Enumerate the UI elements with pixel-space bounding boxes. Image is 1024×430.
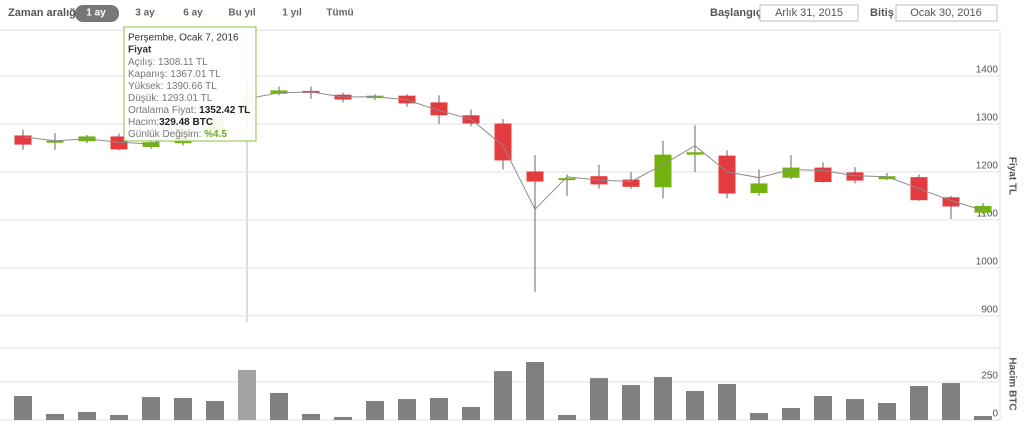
tooltip-label: Yüksek: [128,81,164,92]
volume-bar [910,385,928,420]
volume-bar [398,399,416,420]
tooltip-row: Hacim:329.48 BTC [128,117,213,128]
volume-bar [494,371,512,420]
candle-body [718,155,736,194]
tooltip-value: 1308.11 TL [158,57,208,68]
candle-body [942,197,960,207]
range-button-bg[interactable] [75,5,119,22]
tooltip-row: Açılış: 1308.11 TL [128,57,208,68]
y-tick-label: 1200 [976,161,999,172]
y-tick-label: 250 [981,371,998,382]
tooltip-value: 329.48 BTC [159,117,213,128]
volume-bar [366,401,384,420]
tooltip-label: Ortalama Fiyat: [128,105,196,116]
range-button[interactable]: Tümü [326,8,353,19]
candle-body [430,102,448,116]
volume-bar [814,396,832,420]
y-axis-title: Hacim BTC [1006,357,1017,410]
y-tick-label: 1400 [976,65,999,76]
candle-body [782,167,800,178]
candle-body [622,179,640,187]
y-tick-label: 0 [992,409,998,420]
start-value[interactable]: Arlık 31, 2015 [775,7,843,19]
tooltip-value: 1367.01 TL [170,69,221,80]
tooltip-row: Düşük: 1293.01 TL [128,93,213,104]
volume-bar [942,383,960,420]
start-input[interactable] [759,4,859,22]
tooltip-row: Kapanış: 1367.01 TL [128,69,221,80]
candle-body [526,171,544,182]
tooltip-value: %4.5 [204,129,227,140]
start-label: Başlangıç [710,7,762,19]
volume-bar [174,397,192,420]
volume-bar [782,408,800,420]
candle-body [686,152,704,155]
tooltip-label: Günlük Değişim: [128,129,201,140]
y-tick-label: 900 [981,304,998,315]
volume-bar [78,411,96,420]
candle-body [974,205,992,213]
tooltip-row: Ortalama Fiyat: 1352.42 TL [128,105,250,116]
tooltip-value: 1352.42 TL [199,105,250,116]
volume-bar [686,390,704,420]
tooltip-label: Düşük: [128,93,159,104]
y-tick-label: 1100 [976,209,998,220]
candle-body [46,140,64,143]
tooltip-row: Günlük Değişim: %4.5 [128,129,227,140]
candle-body [654,154,672,188]
end-value[interactable]: Ocak 30, 2016 [910,7,982,19]
volume-bar [654,377,672,420]
volume-bar [750,413,768,420]
tooltip-label: Hacim: [128,117,159,128]
tooltip-heading: Fiyat [128,45,152,56]
range-button[interactable]: 3 ay [135,8,155,19]
tooltip-row: Yüksek: 1390.66 TL [128,81,217,92]
volume-bar [14,396,32,420]
volume-bar [718,384,736,420]
range-button[interactable]: 6 ay [183,8,203,19]
candle-body [14,135,32,145]
volume-bar [302,413,320,420]
volume-bar [110,414,128,420]
volume-bar [878,402,896,420]
range-button[interactable]: Bu yıl [228,8,255,19]
y-tick-label: 1000 [976,256,999,267]
range-button[interactable]: 1 yıl [282,8,302,19]
volume-bar [142,397,160,420]
end-input[interactable] [895,4,998,22]
volume-bar [590,378,608,420]
tooltip-value: 1293.01 TL [162,93,213,104]
volume-bar [622,385,640,420]
volume-bar [270,392,288,420]
candle-body [558,178,576,181]
candle-body [846,172,864,181]
tooltip-label: Kapanış: [128,69,167,80]
tooltip-date: Perşembe, Ocak 7, 2016 [128,33,239,44]
volume-bar [846,399,864,420]
volume-bar [526,361,544,420]
volume-bar [430,397,448,420]
tooltip-box [123,26,257,142]
tooltip-label: Açılış: [128,57,155,68]
volume-bar [558,414,576,420]
volume-bar [206,401,224,420]
volume-bar [334,416,352,420]
end-label: Bitiş [870,7,894,19]
range-label: Zaman aralığı [8,7,79,19]
volume-bar [462,406,480,420]
volume-bar [238,369,256,420]
candle-body [750,183,768,194]
volume-bar [46,413,64,420]
y-tick-label: 1300 [976,113,999,124]
y-axis-title: Fiyat TL [1006,157,1017,195]
tooltip-value: 1390.66 TL [166,81,217,92]
volume-bar [974,416,992,420]
range-button[interactable]: 1 ay [86,8,106,19]
candle-body [494,123,512,161]
